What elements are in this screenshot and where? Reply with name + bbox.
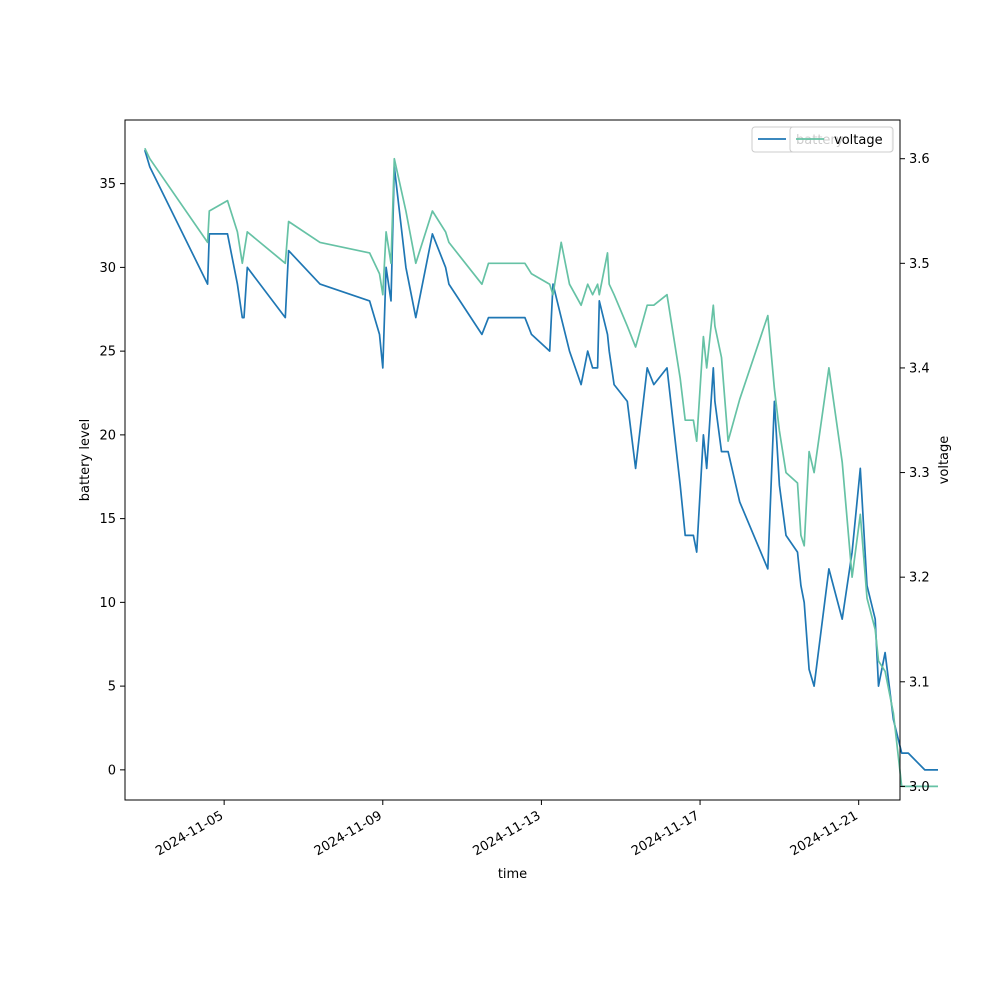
y-right-tick-label: 3.0 bbox=[909, 780, 930, 795]
x-tick-label: 2024-11-21 bbox=[788, 808, 861, 859]
y-right-tick-label: 3.2 bbox=[909, 571, 930, 586]
y-left-tick-label: 0 bbox=[108, 763, 116, 778]
x-tick-label: 2024-11-09 bbox=[312, 808, 385, 859]
series-line-battery bbox=[143, 149, 938, 771]
x-axis-label: time bbox=[498, 867, 527, 882]
legend-box-voltage bbox=[789, 126, 894, 153]
y-left-tick-label: 5 bbox=[108, 680, 116, 695]
series-layer bbox=[143, 147, 938, 788]
y-left-tick-label: 20 bbox=[99, 428, 116, 443]
x-tick-label: 2024-11-17 bbox=[629, 808, 702, 859]
x-tick-label: 2024-11-05 bbox=[153, 808, 226, 859]
y-right-tick-label: 3.4 bbox=[909, 361, 930, 376]
y-right-tick-label: 3.3 bbox=[909, 466, 930, 481]
y-right-tick-label: 3.5 bbox=[909, 257, 930, 272]
y-left-tick-label: 35 bbox=[99, 177, 116, 192]
plot-frame bbox=[124, 119, 901, 801]
y-left-tick-label: 15 bbox=[99, 512, 116, 527]
y-right-tick-label: 3.1 bbox=[909, 675, 930, 690]
y-left-tick-label: 25 bbox=[99, 345, 116, 360]
legend-layer: batteryvoltage bbox=[751, 126, 894, 153]
y-left-tick-label: 30 bbox=[99, 261, 116, 276]
y-left-axis-label: battery level bbox=[78, 419, 93, 502]
x-tick-label: 2024-11-13 bbox=[470, 808, 543, 859]
legend-label-voltage: voltage bbox=[834, 133, 883, 148]
series-line-voltage bbox=[144, 147, 938, 788]
y-right-tick-label: 3.6 bbox=[909, 152, 930, 167]
y-right-axis-label: voltage bbox=[937, 436, 952, 485]
y-left-tick-label: 10 bbox=[99, 596, 116, 611]
